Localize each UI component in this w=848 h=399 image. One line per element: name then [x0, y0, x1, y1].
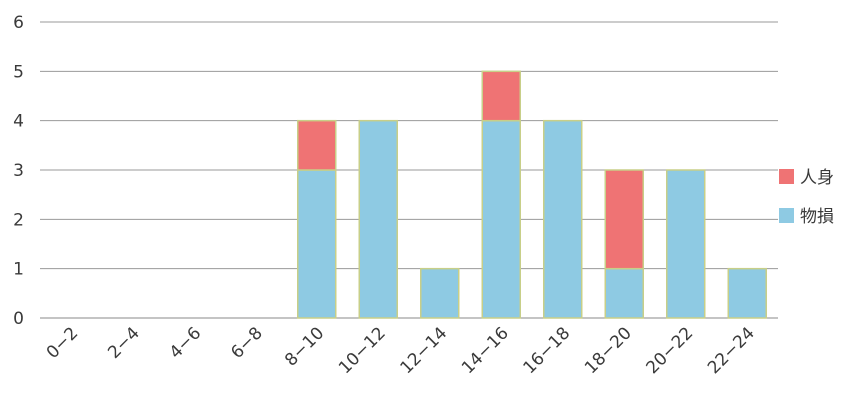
bar-segment — [481, 70, 521, 122]
bar-segment — [420, 267, 460, 319]
bar-segment — [543, 119, 583, 319]
x-tick-label: 16−18 — [519, 323, 574, 378]
gridlines — [40, 21, 778, 319]
x-tick-label: 10−12 — [335, 323, 390, 378]
legend-swatch — [779, 169, 794, 184]
x-tick-label: 2−4 — [104, 323, 144, 363]
legend-swatch — [779, 208, 794, 223]
y-tick-label: 2 — [13, 210, 24, 230]
bar-segment — [481, 119, 521, 319]
y-tick-label: 6 — [13, 13, 24, 33]
x-tick-label: 18−20 — [581, 323, 636, 378]
x-tick-label: 14−16 — [458, 323, 513, 378]
bars — [297, 70, 767, 319]
bar-segment — [297, 169, 337, 319]
y-axis-ticks: 0 1 2 3 4 5 6 — [13, 13, 24, 329]
x-tick-label: 8−10 — [281, 323, 328, 370]
legend-label: 物損 — [800, 207, 834, 227]
x-tick-label: 12−14 — [396, 323, 451, 378]
bar-segment — [297, 119, 337, 171]
y-tick-label: 3 — [13, 161, 24, 181]
bar-segment — [727, 267, 767, 319]
x-tick-label: 22−24 — [704, 323, 759, 378]
x-tick-label: 20−22 — [642, 323, 697, 378]
bar-segment — [358, 119, 398, 319]
x-tick-label: 4−6 — [166, 323, 206, 363]
y-tick-label: 0 — [13, 309, 24, 329]
x-tick-label: 0−2 — [43, 323, 83, 363]
x-tick-label: 6−8 — [227, 323, 267, 363]
bar-segment — [666, 169, 706, 319]
bar-segment — [604, 169, 644, 270]
x-axis-ticks: 0−2 2−4 4−6 6−8 8−10 10−12 12−14 14−16 16−18 18−2… — [43, 323, 759, 378]
y-tick-label: 1 — [13, 260, 24, 280]
y-tick-label: 4 — [13, 112, 24, 132]
y-tick-label: 5 — [13, 62, 24, 82]
bar-segment — [604, 267, 644, 319]
legend-label: 人身 — [800, 168, 834, 188]
